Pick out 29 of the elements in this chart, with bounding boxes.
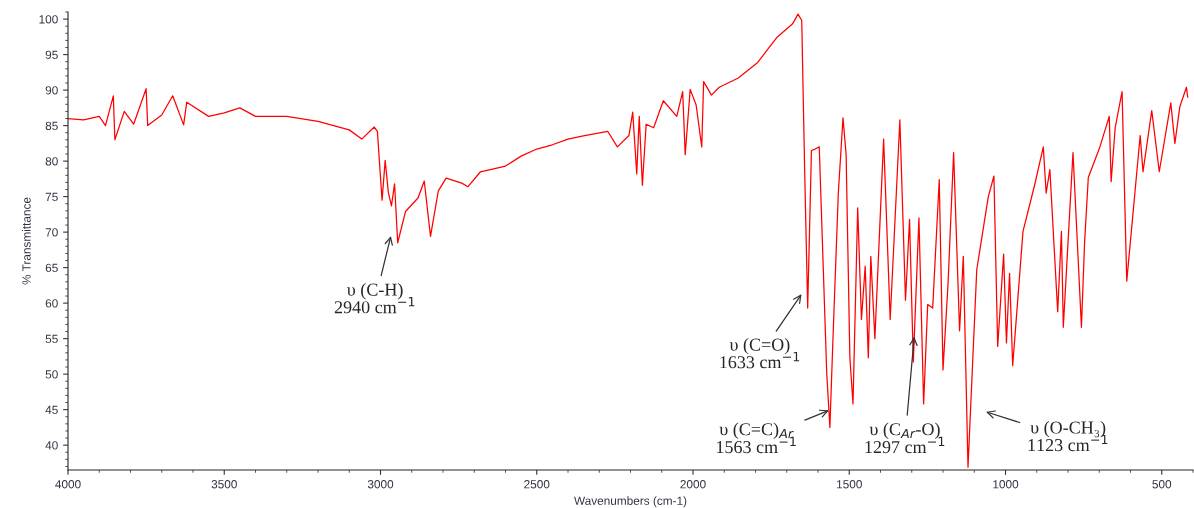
x-tick-label: 1500 xyxy=(837,480,862,489)
annotation: υ (C$_{Ar}$-O) 1297 cm$^{−1}$ xyxy=(865,422,945,454)
y-tick-label: 45 xyxy=(45,405,58,415)
y-tick-label: 90 xyxy=(45,86,58,95)
x-tick-label: 4000 xyxy=(55,480,81,489)
x-tick-label: 2000 xyxy=(680,480,706,489)
y-tick-label: 40 xyxy=(45,441,58,450)
y-tick-label: 70 xyxy=(45,228,58,237)
annotation: υ (C-H) 2940 cm$^{−1}$ xyxy=(334,283,415,314)
y-tick-label: 75 xyxy=(45,192,58,202)
y-tick-label: 50 xyxy=(45,370,58,379)
x-tick-label: 500 xyxy=(1152,480,1172,489)
line-series xyxy=(68,13,1189,468)
y-tick-label: 80 xyxy=(45,157,58,166)
y-tick-label: 60 xyxy=(45,299,58,308)
annotation: υ (O-CH₃) 1123 cm$^{−1}$ xyxy=(1028,420,1108,452)
annotation: υ (C=C)$_{Ar}$ 1563 cm$^{−1}$ xyxy=(717,422,796,454)
y-tick-label: 85 xyxy=(45,121,58,131)
y-axis-title: % Transmittance xyxy=(22,197,31,285)
x-tick-label: 3500 xyxy=(211,480,237,489)
y-tick-label: 100 xyxy=(39,15,58,24)
y-tick-label: 65 xyxy=(45,263,58,273)
x-axis-title: Wavenumbers (cm-1) xyxy=(574,496,687,508)
x-tick-label: 2500 xyxy=(524,480,550,489)
y-tick-label: 95 xyxy=(45,50,58,59)
x-tick-label: 3000 xyxy=(367,480,394,489)
y-tick-label: 55 xyxy=(45,334,58,344)
annotation: υ (C=O) 1633 cm$^{−1}$ xyxy=(720,338,800,369)
x-tick-label: 1000 xyxy=(993,480,1019,489)
